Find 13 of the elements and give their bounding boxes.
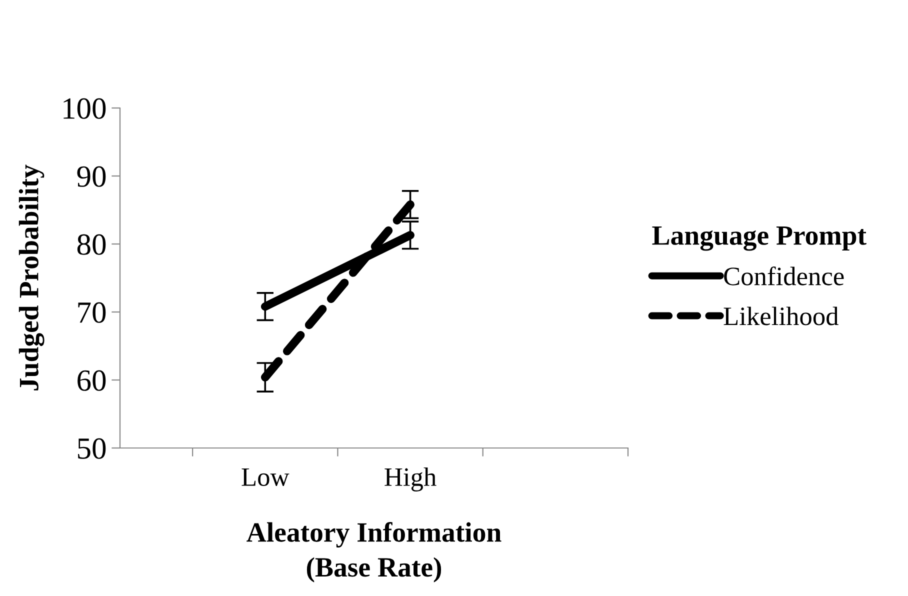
legend-title: Language Prompt	[652, 226, 866, 251]
y-tick-label: 60	[78, 370, 106, 391]
x-tick-label: Low	[242, 468, 290, 486]
y-tick-label: 50	[78, 438, 106, 459]
y-tick-label: 100	[64, 98, 106, 119]
y-axis-title: Judged Probability	[18, 164, 44, 390]
y-tick-label: 80	[77, 234, 106, 255]
legend-label: Confidence	[724, 266, 844, 286]
legend-label: Likelihood	[724, 306, 838, 326]
y-tick-label: 70	[78, 302, 106, 323]
x-axis-title: Aleatory Information (Base Rate)	[246, 522, 502, 582]
x-tick-label: High	[384, 467, 436, 492]
y-tick-label: 90	[77, 166, 106, 187]
